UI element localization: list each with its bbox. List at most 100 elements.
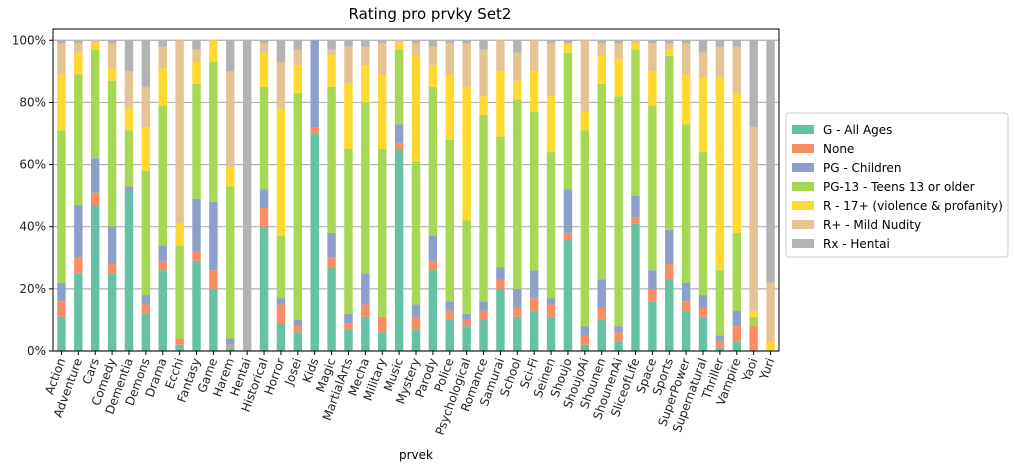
bar-segment: [631, 195, 640, 218]
bar-segment: [327, 86, 336, 233]
bar-segment: [107, 68, 117, 81]
bar-segment: [293, 332, 303, 351]
bar-segment: [732, 40, 742, 47]
bar-segment: [259, 43, 269, 53]
bar-segment: [259, 226, 269, 351]
bar-segment: [310, 133, 319, 351]
bar-segment: [648, 270, 657, 289]
bar-segment: [445, 139, 454, 302]
bar-segment: [496, 40, 505, 72]
bar-segment: [614, 40, 623, 44]
bar-segment: [631, 43, 640, 50]
bar-segment: [698, 295, 708, 308]
bar-segment: [580, 111, 590, 131]
bar-segment: [378, 40, 387, 44]
bar-segment: [74, 204, 83, 258]
bar-segment: [226, 186, 235, 339]
bar-segment: [631, 40, 640, 44]
bar-segment: [462, 86, 471, 221]
bar-segment: [597, 279, 606, 308]
bar-segment: [259, 40, 269, 44]
bar-segment: [698, 52, 708, 78]
bar-segment: [563, 239, 573, 351]
bar-segment: [496, 288, 505, 351]
bar-segment: [749, 127, 758, 311]
bar-segment: [614, 326, 623, 333]
bar-segment: [192, 62, 201, 84]
bar-segment: [681, 124, 691, 283]
bar-segment: [344, 329, 353, 351]
bar-segment: [141, 295, 151, 305]
bar-segment: [293, 326, 303, 333]
bar-segment: [749, 310, 758, 317]
legend-label: PG-13 - Teens 13 or older: [823, 180, 975, 194]
bar-segment: [226, 40, 235, 72]
bar-segment: [276, 323, 286, 351]
bar-segment: [546, 43, 556, 97]
bar-segment: [74, 74, 83, 205]
bar-segment: [276, 304, 286, 324]
bar-segment: [462, 326, 471, 351]
bar-segment: [344, 323, 353, 330]
bar-segment: [715, 341, 725, 348]
bar-segment: [563, 232, 573, 240]
bar-segment: [479, 114, 488, 302]
legend-swatch: [792, 239, 814, 248]
bar-segment: [141, 127, 151, 171]
bar-segment: [276, 236, 286, 299]
bar-segment: [327, 55, 336, 87]
bar-segment: [513, 80, 522, 100]
bar-segment: [124, 186, 134, 193]
bar-segment: [614, 341, 623, 351]
bar-segment: [496, 136, 505, 268]
bar-segment: [378, 332, 387, 351]
bar-segment: [462, 319, 471, 327]
bar-segment: [141, 40, 151, 87]
bar-segment: [597, 83, 606, 280]
bar-segment: [445, 310, 454, 320]
bar-segment: [394, 43, 404, 50]
bar-segment: [192, 40, 201, 50]
bar-segment: [614, 58, 623, 97]
bar-segment: [107, 80, 117, 227]
bar-segment: [445, 74, 454, 140]
bar-segment: [327, 40, 336, 50]
bar-segment: [479, 301, 488, 311]
bar-segment: [175, 338, 184, 345]
bar-segment: [107, 263, 117, 274]
bar-segment: [90, 49, 100, 159]
bar-segment: [107, 226, 117, 264]
bar-segment: [90, 43, 100, 50]
bar-segment: [715, 335, 725, 342]
bar-segment: [226, 338, 235, 345]
bar-segment: [665, 49, 674, 56]
bar-segment: [428, 236, 438, 261]
bar-segment: [445, 43, 454, 75]
bar-segment: [411, 161, 421, 305]
bar-segment: [361, 102, 370, 274]
bar-segment: [394, 49, 404, 125]
bar-segment: [90, 40, 100, 44]
bar-segment: [749, 40, 758, 128]
bar-segment: [546, 304, 556, 317]
bar-segment: [462, 220, 471, 314]
bar-segment: [698, 77, 708, 153]
bar-segment: [546, 40, 556, 44]
bar-segment: [648, 40, 657, 44]
bar-segment: [276, 40, 286, 63]
legend-label: Rx - Hentai: [823, 237, 890, 251]
bar-segment: [378, 149, 387, 317]
bar-segment: [648, 43, 657, 72]
bar-segment: [259, 208, 269, 227]
bar-segment: [580, 344, 590, 351]
bar-segment: [344, 149, 353, 314]
bar-segment: [394, 40, 404, 44]
bar-segment: [631, 217, 640, 224]
bar-segment: [648, 288, 657, 302]
bar-segment: [90, 158, 100, 193]
bar-segment: [648, 71, 657, 106]
bar-segment: [715, 77, 725, 271]
y-tick-label: 80%: [19, 95, 46, 109]
bar-segment: [732, 310, 742, 327]
